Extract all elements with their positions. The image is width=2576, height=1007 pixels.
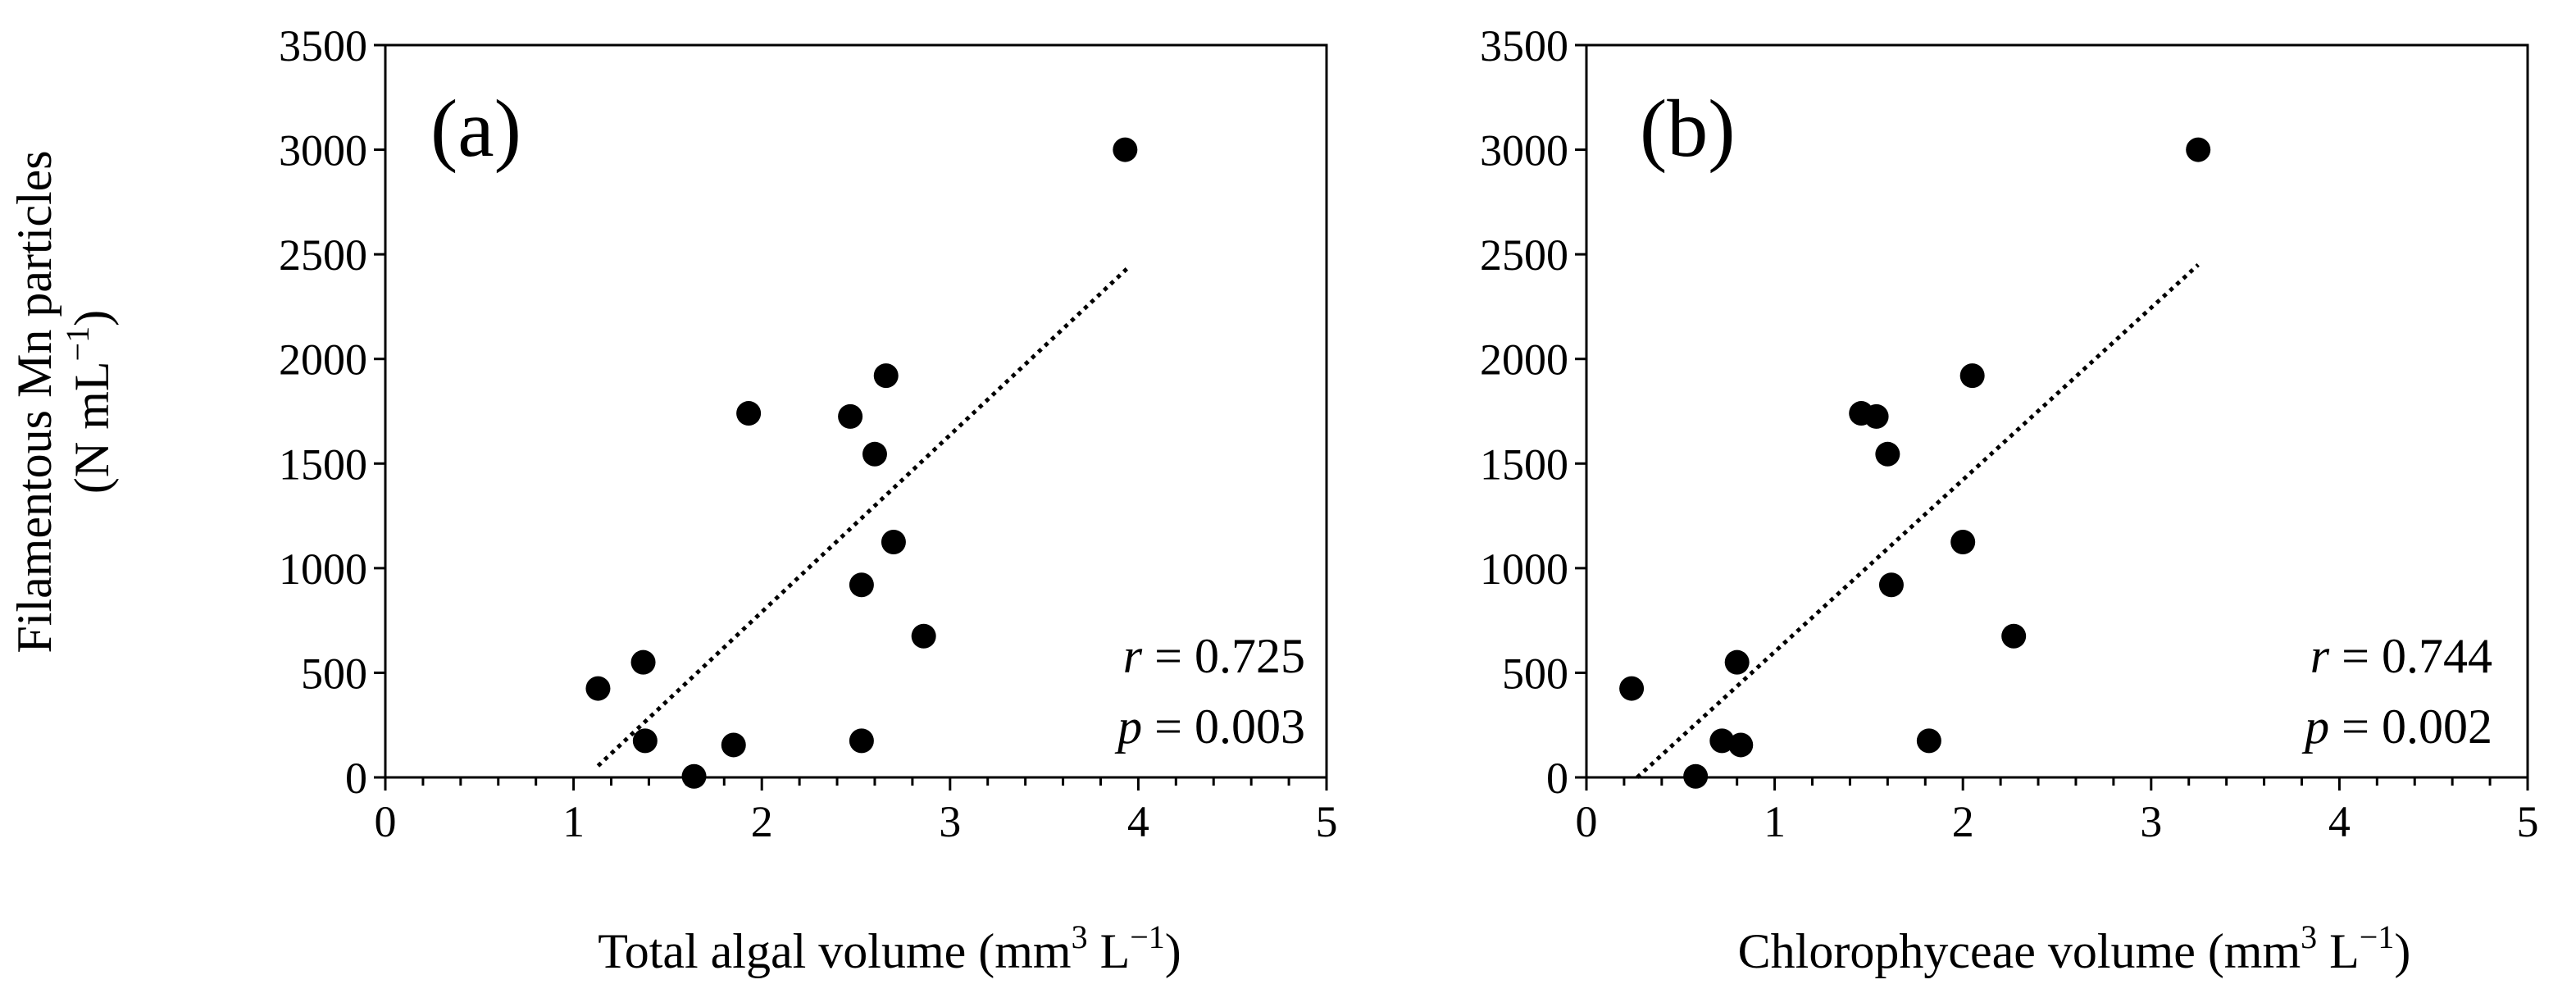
panel-a-data-point xyxy=(681,763,707,789)
panel-a-xtick-labels: 0 1 2 3 4 5 xyxy=(375,797,1338,846)
panel-a-ytick-labels: 0 500 1000 1500 2000 2500 3000 3500 xyxy=(279,21,367,803)
panel-b-data-point xyxy=(1875,441,1900,467)
panel-b-xtick-label: 3 xyxy=(2140,797,2162,846)
panel-b-ytick-label: 3000 xyxy=(1480,126,1568,175)
panel-a-x-axis-label: Total algal volume (mm3 L−1) xyxy=(598,918,1181,978)
panel-b-ytick-labels: 0 500 1000 1500 2000 2500 3000 3500 xyxy=(1480,21,1568,803)
panel-a-data-point xyxy=(721,732,746,758)
panel-a-data-point xyxy=(849,572,874,598)
panel-a-p-stat: p = 0.003 xyxy=(1114,699,1305,754)
panel-b-points xyxy=(1619,137,2211,789)
panel-a-ytick-label: 2500 xyxy=(279,230,367,280)
panel-a-trendline xyxy=(596,265,1131,768)
panel-b-x-axis-label: Chlorophyceae volume (mm3 L−1) xyxy=(1738,918,2411,978)
panel-a-data-point xyxy=(1113,137,1138,162)
panel-b-frame xyxy=(1585,43,2529,779)
panel-a-data-point xyxy=(736,401,762,426)
panel-b-ytick-label: 500 xyxy=(1502,649,1568,698)
panel-b-ticks xyxy=(1575,43,2529,791)
panel-a-data-point xyxy=(873,363,899,389)
panel-a-xtick-label: 3 xyxy=(939,797,961,846)
panel-b-data-point xyxy=(1864,403,1889,429)
panel-b-data-point xyxy=(1916,728,1941,754)
panel-b-xtick-label: 0 xyxy=(1576,797,1598,846)
panel-b-p-stat: p = 0.002 xyxy=(2301,699,2492,754)
panel-a-xtick-label: 1 xyxy=(562,797,585,846)
panel-a-data-point xyxy=(849,728,874,754)
panel-b-ytick-label: 0 xyxy=(1546,754,1568,803)
panel-b-ytick-label: 3500 xyxy=(1480,21,1568,71)
panel-a-data-point xyxy=(632,728,658,754)
panel-b-data-point xyxy=(1709,728,1735,754)
panel-a-data-point xyxy=(585,676,611,701)
panel-b-data-point xyxy=(1619,676,1645,701)
panel-b-trendline xyxy=(1636,263,2200,779)
panel-b-data-point xyxy=(1728,732,1754,758)
y-axis-unit: (N mL−1) xyxy=(59,310,119,494)
y-axis-label: Filamentous Mn particles xyxy=(7,150,61,653)
panel-b-ytick-label: 2000 xyxy=(1480,335,1568,385)
panel-b-data-point xyxy=(1959,363,1985,389)
panel-b-xtick-labels: 0 1 2 3 4 5 xyxy=(1576,797,2539,846)
panel-b-label: (b) xyxy=(1640,83,1736,174)
panel-a-label: (a) xyxy=(430,83,521,174)
panel-a-ytick-label: 2000 xyxy=(279,335,367,385)
panel-b-r-stat: r = 0.744 xyxy=(2310,629,2492,683)
panel-a-data-point xyxy=(862,441,887,467)
panel-a-ytick-label: 1500 xyxy=(279,440,367,489)
panel-b-data-point xyxy=(1878,572,1904,598)
panel-a-data-point xyxy=(630,649,656,675)
panel-b-ytick-label: 1000 xyxy=(1480,545,1568,594)
panel-a-data-point xyxy=(911,623,936,649)
panel-b-data-point xyxy=(2186,137,2211,162)
panel-a-xtick-label: 0 xyxy=(375,797,397,846)
panel-a-ytick-label: 500 xyxy=(301,649,367,698)
panel-a-ytick-label: 0 xyxy=(345,754,367,803)
panel-b-ytick-label: 1500 xyxy=(1480,440,1568,489)
panel-a-ytick-label: 3500 xyxy=(279,21,367,71)
panel-b-data-point xyxy=(1683,763,1709,789)
panel-a-data-point xyxy=(838,403,863,429)
panel-a-ytick-label: 3000 xyxy=(279,126,367,175)
panel-b-ytick-label: 2500 xyxy=(1480,230,1568,280)
panel-a-xtick-label: 2 xyxy=(751,797,773,846)
panel-a-data-point xyxy=(881,529,906,554)
panel-b-xtick-label: 1 xyxy=(1764,797,1786,846)
panel-a-frame xyxy=(384,43,1328,779)
panel-b-data-point xyxy=(2001,623,2027,649)
panel-b-xtick-label: 2 xyxy=(1952,797,1974,846)
panel-a-r-stat: r = 0.725 xyxy=(1123,629,1305,683)
panel-b-xtick-label: 4 xyxy=(2328,797,2351,846)
panel-a-xtick-label: 5 xyxy=(1316,797,1338,846)
panel-a-points xyxy=(585,137,1138,789)
panel-b-data-point xyxy=(1724,649,1750,675)
panel-a-xtick-label: 4 xyxy=(1127,797,1149,846)
panel-b-data-point xyxy=(1950,529,1976,554)
panel-a-ytick-label: 1000 xyxy=(279,545,367,594)
panel-b-xtick-label: 5 xyxy=(2517,797,2539,846)
